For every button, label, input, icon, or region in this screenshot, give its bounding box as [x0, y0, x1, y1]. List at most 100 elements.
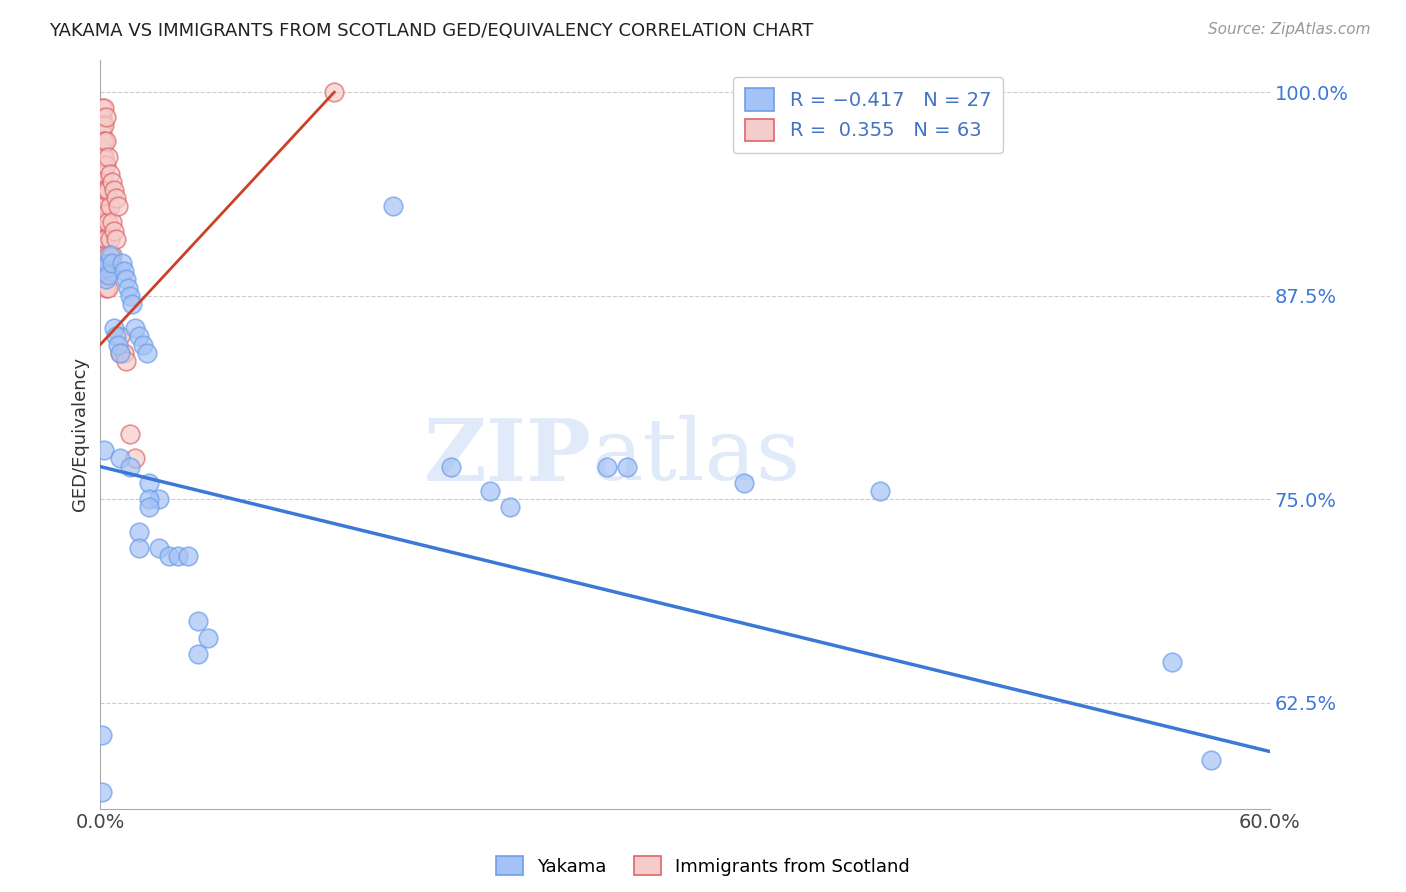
Point — [97, 150, 120, 164]
Point — [104, 232, 127, 246]
Point — [96, 260, 118, 275]
Point — [167, 549, 190, 564]
Point — [93, 134, 115, 148]
Point — [91, 158, 114, 172]
Point — [97, 256, 120, 270]
Point — [148, 541, 170, 555]
Point — [91, 215, 114, 229]
Point — [91, 142, 114, 156]
Point — [596, 459, 619, 474]
Point — [111, 256, 134, 270]
Point — [97, 268, 120, 282]
Point — [91, 150, 114, 164]
Point — [128, 329, 150, 343]
Point — [91, 134, 114, 148]
Point — [114, 353, 136, 368]
Point — [91, 826, 114, 840]
Point — [138, 475, 160, 490]
Point — [108, 451, 131, 466]
Point — [118, 288, 141, 302]
Point — [91, 199, 114, 213]
Point — [323, 85, 346, 99]
Point — [93, 183, 115, 197]
Point — [93, 150, 115, 164]
Point — [97, 280, 120, 294]
Point — [91, 232, 114, 246]
Point — [1201, 753, 1223, 767]
Point — [118, 459, 141, 474]
Y-axis label: GED/Equivalency: GED/Equivalency — [72, 357, 89, 511]
Point — [93, 215, 115, 229]
Point — [93, 443, 115, 458]
Point — [381, 199, 404, 213]
Point — [101, 256, 124, 270]
Point — [440, 459, 463, 474]
Point — [93, 118, 115, 132]
Point — [479, 484, 502, 499]
Point — [98, 199, 121, 213]
Point — [91, 223, 114, 237]
Point — [98, 264, 121, 278]
Point — [93, 232, 115, 246]
Point — [91, 167, 114, 181]
Point — [91, 183, 114, 197]
Text: Source: ZipAtlas.com: Source: ZipAtlas.com — [1208, 22, 1371, 37]
Legend: R = −0.417   N = 27, R =  0.355   N = 63: R = −0.417 N = 27, R = 0.355 N = 63 — [734, 77, 1002, 153]
Point — [91, 126, 114, 140]
Point — [91, 102, 114, 116]
Point — [107, 337, 129, 351]
Point — [138, 492, 160, 507]
Point — [96, 110, 118, 124]
Point — [91, 175, 114, 189]
Point — [101, 248, 124, 262]
Text: ZIP: ZIP — [423, 415, 592, 499]
Point — [93, 167, 115, 181]
Point — [124, 321, 146, 335]
Point — [97, 248, 120, 262]
Point — [114, 272, 136, 286]
Point — [157, 549, 180, 564]
Point — [101, 215, 124, 229]
Point — [97, 215, 120, 229]
Point — [128, 541, 150, 555]
Text: atlas: atlas — [592, 415, 800, 498]
Point — [96, 272, 118, 286]
Point — [187, 647, 209, 661]
Point — [148, 492, 170, 507]
Point — [121, 297, 143, 311]
Point — [108, 345, 131, 359]
Point — [103, 321, 125, 335]
Point — [187, 615, 209, 629]
Point — [93, 248, 115, 262]
Point — [136, 345, 159, 359]
Point — [96, 158, 118, 172]
Point — [96, 232, 118, 246]
Point — [1161, 655, 1184, 669]
Point — [103, 223, 125, 237]
Point — [124, 451, 146, 466]
Point — [96, 280, 118, 294]
Point — [101, 175, 124, 189]
Point — [98, 248, 121, 262]
Point — [138, 500, 160, 515]
Point — [91, 240, 114, 254]
Point — [118, 427, 141, 442]
Point — [93, 102, 115, 116]
Point — [177, 549, 200, 564]
Point — [91, 207, 114, 221]
Point — [91, 785, 114, 799]
Point — [96, 183, 118, 197]
Point — [108, 345, 131, 359]
Point — [91, 110, 114, 124]
Point — [733, 475, 755, 490]
Point — [107, 199, 129, 213]
Point — [616, 459, 638, 474]
Point — [91, 728, 114, 742]
Point — [103, 183, 125, 197]
Point — [117, 280, 139, 294]
Text: YAKAMA VS IMMIGRANTS FROM SCOTLAND GED/EQUIVALENCY CORRELATION CHART: YAKAMA VS IMMIGRANTS FROM SCOTLAND GED/E… — [49, 22, 814, 40]
Point — [108, 329, 131, 343]
Point — [96, 134, 118, 148]
Point — [499, 500, 522, 515]
Point — [91, 118, 114, 132]
